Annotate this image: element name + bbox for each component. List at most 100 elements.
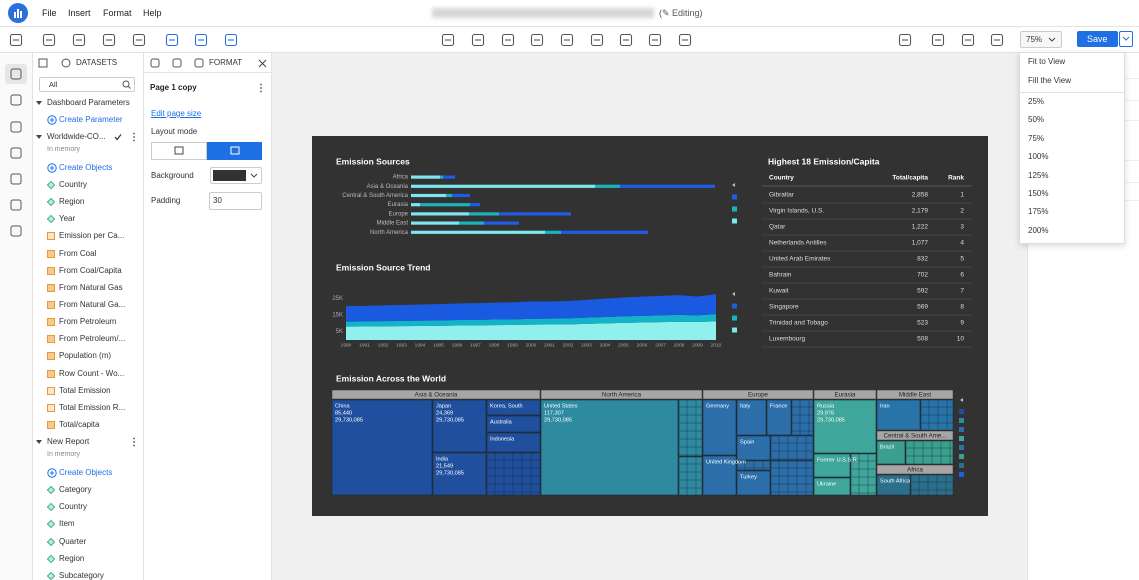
toolbar-button[interactable]	[961, 33, 975, 47]
menu-item[interactable]: Insert	[68, 8, 91, 18]
toolbar-button[interactable]	[194, 33, 208, 47]
field-item[interactable]: Total/capita	[59, 419, 100, 429]
toolbar-button[interactable]	[501, 33, 515, 47]
zoom-option[interactable]: 25%	[1028, 97, 1045, 106]
toolbar-button[interactable]	[560, 33, 574, 47]
toolbar-button[interactable]	[931, 33, 945, 47]
menu-item[interactable]: Format	[103, 8, 132, 18]
save-button[interactable]	[1077, 31, 1118, 47]
field-item[interactable]: Row Count - Wo...	[59, 368, 125, 378]
expand-caret[interactable]	[36, 134, 42, 140]
field-item[interactable]: From Petroleum/...	[59, 334, 126, 344]
field-item[interactable]: From Natural Ga...	[59, 299, 126, 309]
legend-arrow[interactable]	[960, 398, 963, 402]
menu-item[interactable]: File	[42, 8, 57, 18]
zoom-option[interactable]: 75%	[1028, 133, 1045, 143]
field-item[interactable]: Total Emission	[59, 385, 111, 395]
save-menu-button[interactable]	[1119, 31, 1133, 47]
edit-page-size-link[interactable]: Edit page size	[151, 109, 202, 118]
toolbar-button[interactable]	[898, 33, 912, 47]
group-name[interactable]: Worldwide-CO...	[47, 132, 106, 141]
field-item[interactable]: Country	[59, 502, 88, 512]
field-item[interactable]: From Coal	[59, 248, 97, 258]
rail-button[interactable]	[10, 147, 22, 159]
zoom-option[interactable]: Fill the View	[1028, 76, 1071, 85]
rail-button[interactable]	[10, 68, 22, 80]
filter-select[interactable]	[39, 77, 135, 92]
rail-button[interactable]	[10, 199, 22, 211]
group-menu[interactable]	[132, 132, 136, 142]
zoom-select[interactable]	[1020, 31, 1062, 48]
zoom-option[interactable]: 200%	[1028, 225, 1049, 235]
create-action[interactable]: Create Objects	[59, 163, 113, 172]
rail-button[interactable]	[10, 121, 22, 133]
filter-tab[interactable]	[172, 58, 182, 68]
field-item[interactable]: Population (m)	[59, 351, 112, 361]
rail-button[interactable]	[10, 94, 22, 106]
toolbar-button[interactable]	[42, 33, 56, 47]
rail-button[interactable]	[10, 173, 22, 185]
field-item[interactable]: Subcategory	[59, 570, 104, 580]
field-item[interactable]: Total Emission R...	[59, 402, 126, 412]
field-item[interactable]: Quarter	[59, 536, 87, 546]
zoom-option[interactable]: 150%	[1028, 189, 1049, 198]
field-item[interactable]: Country	[59, 180, 88, 189]
toolbar-button[interactable]	[132, 33, 146, 47]
toolbar-button[interactable]	[441, 33, 455, 47]
search-icon[interactable]	[122, 80, 131, 89]
toolbar-button[interactable]	[590, 33, 604, 47]
layout-free[interactable]	[151, 142, 207, 160]
background-select[interactable]	[210, 167, 262, 184]
rail-button[interactable]	[10, 225, 22, 237]
expand-caret[interactable]	[36, 439, 42, 445]
toolbar-button[interactable]	[165, 33, 179, 47]
field-item[interactable]: Year	[59, 214, 76, 224]
format-tab-icon[interactable]	[194, 58, 204, 68]
menu-item[interactable]: Help	[143, 8, 162, 18]
toolbar-button[interactable]	[990, 33, 1004, 47]
field-item[interactable]: Category	[59, 485, 92, 495]
close-panel[interactable]	[258, 59, 267, 68]
zoom-option[interactable]: 100%	[1028, 152, 1049, 162]
padding-input[interactable]	[209, 192, 262, 210]
zoom-option[interactable]: Fit to View	[1028, 57, 1066, 66]
toolbar-button[interactable]	[648, 33, 662, 47]
toolbar-button[interactable]	[471, 33, 485, 47]
field-item[interactable]: Region	[59, 197, 85, 207]
field-item[interactable]: From Petroleum	[59, 317, 117, 327]
field-item[interactable]: From Coal/Capita	[59, 265, 122, 275]
edit-tab[interactable]	[150, 58, 160, 68]
panel-toggle[interactable]	[38, 58, 48, 68]
toolbar-button[interactable]	[102, 33, 116, 47]
field-item[interactable]: Emission per Ca...	[59, 231, 125, 241]
legend-arrow[interactable]	[732, 292, 735, 296]
toolbar-button[interactable]	[9, 33, 23, 47]
x-tick-label: 1991	[359, 342, 370, 348]
create-action[interactable]: Create Objects	[59, 468, 113, 478]
zoom-option[interactable]: 125%	[1028, 170, 1049, 180]
app-logo[interactable]	[8, 3, 28, 23]
datasets-tab[interactable]: DATASETS	[76, 58, 118, 67]
group-menu[interactable]	[132, 437, 136, 447]
field-item[interactable]: Item	[59, 519, 75, 529]
field-item[interactable]: From Natural Gas	[59, 282, 123, 292]
toolbar-button[interactable]	[530, 33, 544, 47]
toolbar-button[interactable]	[224, 33, 238, 47]
zoom-option[interactable]: 50%	[1028, 115, 1045, 125]
expand-caret[interactable]	[36, 100, 42, 106]
toolbar-button[interactable]	[678, 33, 692, 47]
group-name[interactable]: Dashboard Parameters	[47, 98, 130, 107]
group-name[interactable]: New Report	[47, 437, 90, 447]
legend-arrow[interactable]	[732, 183, 735, 187]
cell-label: 21,549	[436, 463, 453, 469]
layout-grid[interactable]	[207, 142, 262, 160]
format-tab[interactable]: FORMAT	[209, 58, 243, 67]
toolbar-button[interactable]	[72, 33, 86, 47]
field-item[interactable]: Region	[59, 553, 85, 563]
zoom-option[interactable]: 175%	[1028, 207, 1049, 217]
page-menu[interactable]	[259, 83, 263, 93]
bar-segment	[595, 184, 620, 188]
toolbar-button[interactable]	[619, 33, 633, 47]
create-action[interactable]: Create Parameter	[59, 115, 123, 124]
x-tick-label: 2000	[526, 342, 537, 348]
